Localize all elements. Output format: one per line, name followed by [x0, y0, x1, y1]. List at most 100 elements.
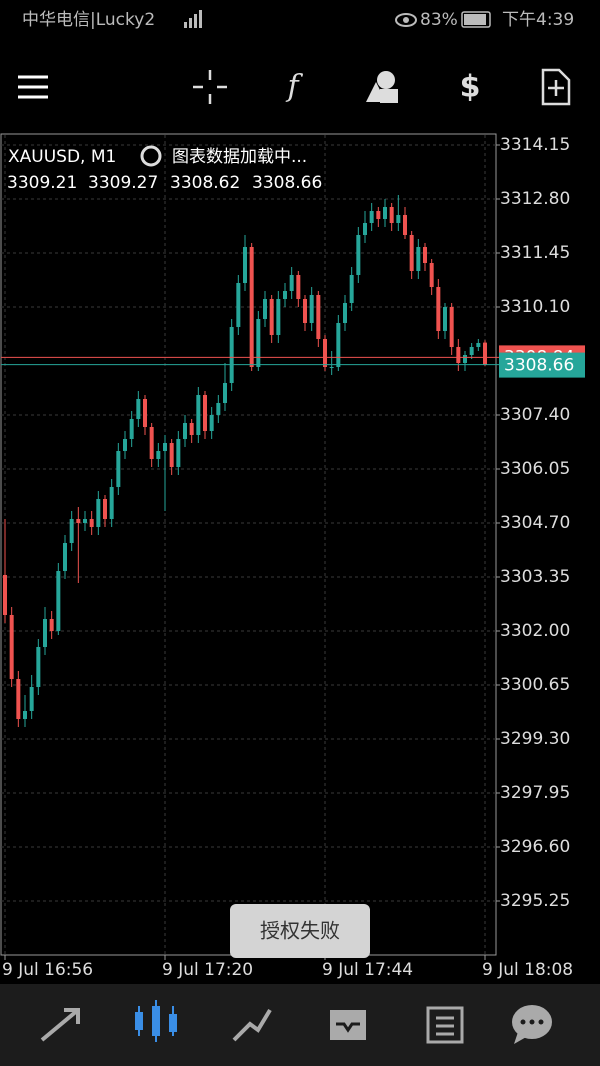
candle-body [476, 343, 481, 347]
candle-body [116, 451, 121, 487]
candle-body [69, 519, 74, 543]
chart-tab[interactable] [135, 1000, 177, 1042]
candle-body [323, 339, 327, 367]
candle-body [463, 355, 467, 363]
candle-body [376, 211, 381, 219]
news-tab[interactable] [426, 1006, 464, 1044]
candle-body [23, 711, 27, 719]
candle-body [36, 647, 41, 687]
candle-body [103, 499, 107, 519]
bottom-nav [0, 984, 600, 1066]
candle-body [363, 223, 367, 235]
candle-body [269, 299, 274, 335]
y-tick-label: 3300.65 [500, 675, 570, 695]
chat-tab[interactable] [512, 1005, 552, 1044]
candle-body [223, 383, 227, 403]
signal-icon [184, 10, 202, 28]
loading-spinner [140, 145, 162, 167]
candle-body [143, 399, 147, 427]
candle-body [249, 247, 254, 367]
x-tick-label: 9 Jul 17:20 [162, 960, 253, 980]
trade-button[interactable]: $ [460, 70, 481, 105]
toast [230, 904, 370, 958]
crosshair-button[interactable] [193, 70, 227, 104]
ohlc-low: 3308.62 [170, 173, 240, 193]
candle-body [136, 399, 141, 419]
quotes-tab[interactable] [40, 1008, 80, 1042]
candle-body [356, 235, 361, 275]
candle-body [389, 207, 394, 223]
candles [1, 195, 499, 727]
battery-percent: 83% [420, 10, 458, 30]
chart-status: 图表数据加载中... [172, 147, 307, 167]
candle-body [43, 619, 47, 647]
candle-body [83, 519, 87, 523]
x-tick-label: 9 Jul 16:56 [2, 960, 93, 980]
candle-body [309, 295, 314, 323]
candle-body [63, 543, 67, 571]
candle-body [343, 303, 347, 323]
candle-body [76, 519, 81, 523]
y-tick-label: 3297.95 [500, 783, 570, 803]
ohlc-high: 3309.27 [88, 173, 158, 193]
battery-icon [461, 11, 491, 28]
trade-tab[interactable] [232, 1008, 272, 1042]
candle-body [256, 319, 261, 367]
candle-body [429, 263, 434, 287]
ohlc-close: 3308.66 [252, 173, 322, 193]
ohlc-open: 3309.21 [7, 173, 77, 193]
y-tick-label: 3302.00 [500, 621, 570, 641]
candle-body [316, 295, 321, 339]
candle-body [109, 487, 114, 519]
candle-body [209, 415, 214, 431]
y-tick-label: 3312.80 [500, 189, 570, 209]
candle-body [396, 215, 401, 223]
candle-body [243, 247, 247, 283]
y-tick-label: 3306.05 [500, 459, 570, 479]
candle-body [169, 443, 174, 467]
battery-level [464, 14, 486, 25]
candle-body [49, 619, 54, 631]
candle-body [89, 519, 94, 527]
candle-body [296, 275, 301, 299]
eye-icon [395, 13, 417, 27]
candle-body [149, 427, 154, 459]
candle-body [29, 687, 34, 711]
y-tick-label: 3303.35 [500, 567, 570, 587]
candle-body [9, 615, 14, 679]
toast-text: 授权失败 [260, 919, 340, 943]
candle-body [263, 299, 267, 319]
candle-body [183, 423, 187, 439]
candle-body [123, 439, 127, 451]
new-order-button[interactable] [541, 68, 571, 106]
candle-body [383, 207, 387, 219]
candle-body [189, 423, 194, 435]
candle-body [203, 395, 207, 431]
candle-body [229, 327, 234, 383]
y-tick-label: 3310.10 [500, 297, 570, 317]
eye-pupil [403, 17, 409, 23]
bid-label: 3308.66 [504, 356, 574, 376]
menu-button[interactable] [18, 75, 48, 99]
candle-body [443, 307, 447, 331]
candle-body [16, 679, 21, 719]
candle-body [156, 451, 161, 459]
candle-body [289, 275, 294, 291]
carrier: 中华电信|Lucky2 [22, 10, 155, 30]
candle-body [283, 291, 287, 299]
history-tab[interactable] [330, 1010, 366, 1040]
y-tick-label: 3296.60 [500, 837, 570, 857]
labels: 3314.15 3312.80 3311.45 3310.10 3307.40 3306.… [2, 135, 585, 980]
candle-body [329, 367, 334, 368]
candle-body [336, 323, 341, 367]
x-tick-label: 9 Jul 18:08 [482, 960, 573, 980]
y-tick-label: 3311.45 [500, 243, 570, 263]
candle-body [176, 439, 181, 467]
candle-body [129, 419, 134, 439]
candle-body [409, 235, 414, 271]
objects-button[interactable] [366, 71, 398, 103]
candle-body [303, 299, 307, 323]
